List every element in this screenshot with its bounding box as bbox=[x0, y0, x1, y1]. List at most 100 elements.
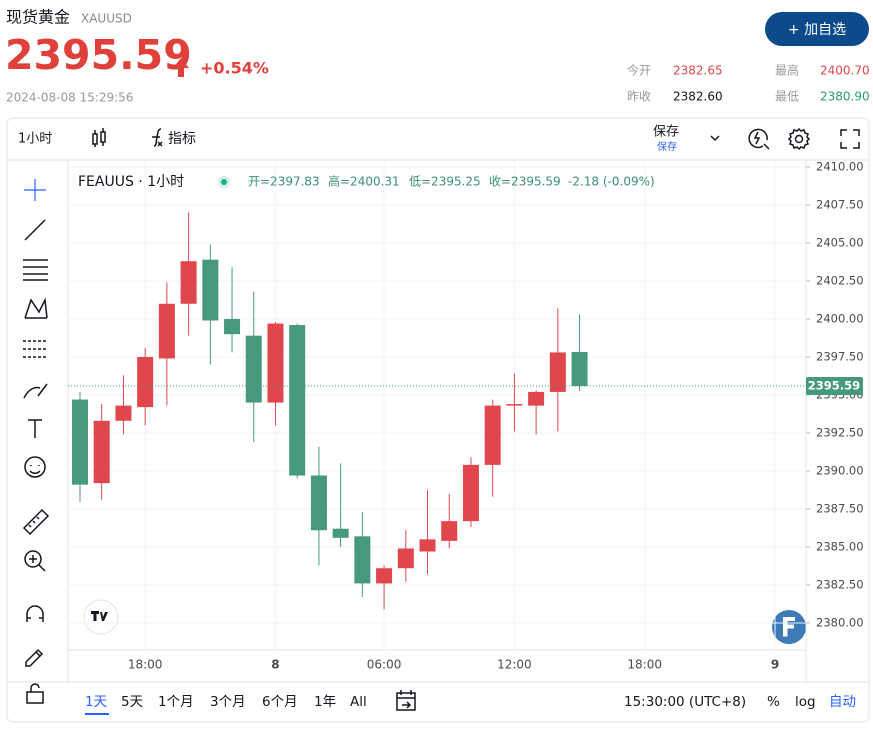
fib-tool[interactable] bbox=[23, 259, 48, 281]
tv-logo bbox=[91, 611, 108, 621]
candle-body bbox=[332, 528, 349, 538]
candle-body bbox=[419, 539, 436, 552]
range-button[interactable]: 6个月 bbox=[262, 694, 298, 710]
range-button[interactable]: 1个月 bbox=[158, 694, 194, 710]
lock-tool[interactable] bbox=[26, 691, 44, 704]
percent-toggle[interactable]: % bbox=[767, 694, 780, 710]
candle-body bbox=[549, 352, 566, 392]
x-tick-label: 9 bbox=[771, 658, 779, 672]
stat-value: 2400.70 bbox=[820, 64, 870, 78]
log-toggle[interactable]: log bbox=[795, 694, 816, 710]
title: 现货黄金 bbox=[6, 8, 70, 27]
candle-body bbox=[202, 259, 219, 321]
fx-icon[interactable] bbox=[152, 128, 163, 147]
candle-body bbox=[137, 356, 154, 408]
range-button[interactable]: 1年 bbox=[314, 694, 336, 710]
add-button-label[interactable]: + 加自选 bbox=[788, 22, 846, 38]
x-tick-label: 18:00 bbox=[627, 658, 662, 672]
candle-body bbox=[224, 318, 241, 335]
ruler-tool[interactable] bbox=[22, 508, 50, 536]
chart-widget bbox=[6, 117, 870, 723]
time-label: 15:30:00 (UTC+8) bbox=[624, 694, 746, 710]
stat-label: 今开 bbox=[627, 63, 651, 78]
stat-label: 昨收 bbox=[627, 90, 651, 104]
symbol: XAUUSD bbox=[81, 12, 132, 26]
x-tick-label: 18:00 bbox=[128, 658, 163, 672]
y-tick-label: 2407.50 bbox=[816, 197, 864, 211]
lock-draw-tool[interactable] bbox=[25, 648, 44, 667]
x-tick-label: 12:00 bbox=[497, 658, 532, 672]
alert-icon[interactable] bbox=[748, 128, 770, 150]
candle-body bbox=[484, 405, 501, 465]
stat-label: 最高 bbox=[775, 63, 799, 78]
save[interactable]: 保存 bbox=[653, 125, 679, 140]
text-tool[interactable] bbox=[28, 419, 42, 438]
f-logo bbox=[783, 617, 795, 637]
range-button[interactable]: 3个月 bbox=[210, 694, 246, 710]
settings-icon[interactable] bbox=[794, 134, 804, 144]
y-tick-label: 2390.00 bbox=[816, 463, 864, 477]
status-dot bbox=[221, 179, 227, 185]
ohlc-legend: 开=2397.83 bbox=[248, 175, 320, 189]
settings-icon[interactable] bbox=[787, 127, 811, 151]
magnet-tool[interactable] bbox=[26, 605, 44, 622]
stat-value: 2382.60 bbox=[673, 90, 723, 104]
indicators[interactable]: 指标 bbox=[168, 131, 196, 147]
price: 2395.59 bbox=[5, 31, 192, 79]
candle-body bbox=[376, 568, 393, 584]
pattern-tool[interactable] bbox=[24, 297, 48, 319]
drawing-tools bbox=[22, 179, 416, 711]
stat-value: 2382.65 bbox=[673, 64, 723, 78]
change: +0.54% bbox=[200, 59, 269, 78]
emoji-tool[interactable] bbox=[24, 456, 46, 478]
line-tool[interactable] bbox=[24, 219, 46, 241]
range-button[interactable]: All bbox=[350, 694, 367, 710]
toolbar-icons bbox=[92, 127, 860, 151]
goto-date-icon[interactable] bbox=[396, 690, 416, 711]
brush-tool[interactable] bbox=[23, 383, 48, 399]
y-tick-label: 2400.00 bbox=[816, 311, 864, 325]
datetime: 2024-08-08 15:29:56 bbox=[6, 91, 133, 105]
y-tick-label: 2410.00 bbox=[816, 159, 864, 173]
auto-toggle[interactable]: 自动 bbox=[829, 694, 856, 710]
chevron[interactable] bbox=[710, 135, 720, 142]
interval[interactable]: 1小时 bbox=[18, 132, 52, 147]
range-button[interactable]: 5天 bbox=[121, 694, 144, 710]
range-button[interactable]: 1天 bbox=[85, 694, 108, 710]
y-tick-label: 2385.00 bbox=[816, 539, 864, 553]
lock-tool[interactable] bbox=[30, 683, 40, 692]
candle-body bbox=[267, 323, 284, 403]
candle-body bbox=[441, 521, 458, 541]
candle-icon[interactable] bbox=[92, 128, 106, 147]
up-arrow bbox=[173, 58, 189, 77]
candle-body bbox=[93, 420, 110, 484]
candle-body bbox=[289, 325, 306, 476]
last-price-tag bbox=[806, 377, 863, 396]
x-tick-label: 8 bbox=[271, 658, 279, 672]
candle-body bbox=[354, 536, 371, 584]
stat-label: 最低 bbox=[775, 90, 799, 104]
save-sub[interactable]: 保存 bbox=[657, 140, 677, 153]
candle-body bbox=[462, 464, 479, 522]
crosshair-tool[interactable] bbox=[24, 179, 46, 201]
y-tick-label: 2402.50 bbox=[816, 273, 864, 287]
zoom-tool[interactable] bbox=[29, 555, 46, 572]
x-tick-label: 06:00 bbox=[367, 658, 402, 672]
emoji-tool[interactable] bbox=[29, 465, 41, 474]
y-tick-label: 2392.50 bbox=[816, 425, 864, 439]
candle-body bbox=[310, 475, 327, 531]
y-tick-label: 2387.50 bbox=[816, 501, 864, 515]
add-button[interactable] bbox=[765, 12, 869, 46]
ohlc-legend: 收=2395.59 bbox=[489, 175, 561, 189]
y-tick-label: 2405.00 bbox=[816, 235, 864, 249]
chart-title: FEAUUS · 1小时 bbox=[78, 174, 184, 190]
candle-body bbox=[158, 303, 175, 359]
ohlc-legend: 低=2395.25 bbox=[409, 175, 481, 189]
y-tick-label: 2382.50 bbox=[816, 577, 864, 591]
candle-body bbox=[571, 351, 588, 387]
candle-body bbox=[180, 261, 197, 304]
zoom-tool[interactable] bbox=[24, 550, 42, 568]
projection-tool[interactable] bbox=[23, 340, 48, 358]
fullscreen-icon[interactable] bbox=[840, 129, 860, 149]
